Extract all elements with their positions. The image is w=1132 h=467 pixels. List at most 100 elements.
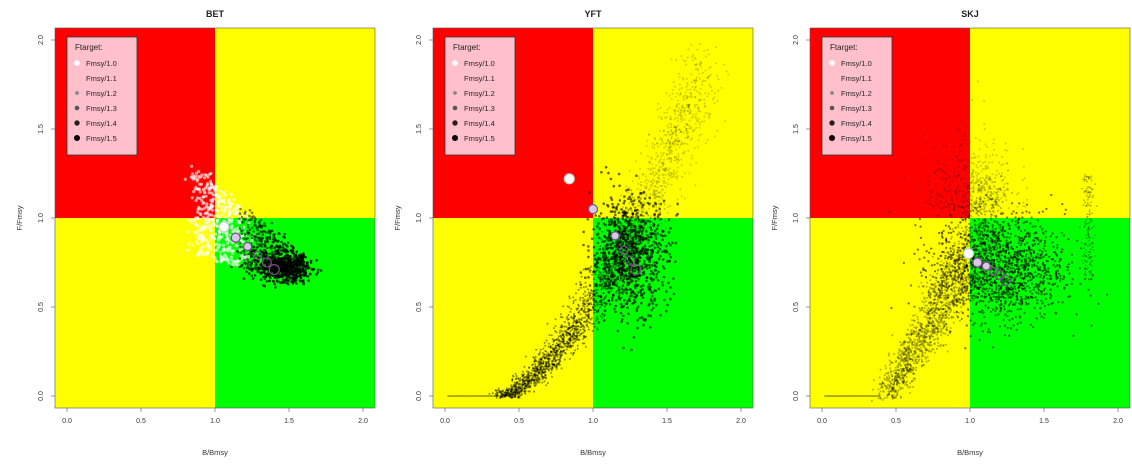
cloud-point — [624, 255, 626, 257]
cloud-point — [298, 254, 301, 257]
y-tick-label: 2.0 — [416, 35, 423, 45]
cloud-point — [686, 104, 688, 106]
cloud-point — [975, 293, 977, 295]
cloud-point — [575, 299, 577, 301]
cloud-point — [636, 327, 639, 330]
cloud-point — [655, 190, 657, 192]
cloud-point — [615, 258, 618, 261]
cloud-point — [577, 348, 579, 350]
cloud-point — [264, 240, 267, 243]
cloud-point-light — [232, 198, 235, 201]
cloud-point — [673, 160, 675, 162]
cloud-point — [664, 192, 666, 194]
cloud-point — [655, 210, 658, 213]
cloud-point — [659, 178, 661, 180]
cloud-point — [635, 174, 638, 177]
cloud-point — [629, 295, 632, 298]
cloud-point — [593, 312, 595, 314]
cloud-point — [600, 238, 602, 240]
cloud-point — [644, 251, 647, 254]
cloud-point — [595, 301, 597, 303]
cloud-point-light — [216, 214, 219, 217]
cloud-point — [280, 249, 283, 252]
cloud-point — [681, 87, 683, 89]
cloud-point — [602, 313, 604, 315]
cloud-point — [540, 349, 542, 351]
cloud-point — [608, 235, 611, 238]
cloud-point — [579, 326, 581, 328]
y-tick-label: 1.5 — [38, 124, 45, 134]
cloud-point — [600, 171, 603, 174]
cloud-point — [560, 351, 562, 353]
cloud-point — [535, 370, 537, 372]
cloud-point — [616, 290, 618, 292]
cloud-point — [292, 277, 295, 280]
cloud-point-light — [234, 244, 237, 247]
cloud-point — [657, 214, 660, 217]
cloud-point — [651, 186, 653, 188]
cloud-point — [695, 78, 697, 80]
cloud-point — [561, 330, 563, 332]
cloud-point — [624, 212, 627, 215]
cloud-point — [631, 242, 634, 245]
cloud-point — [579, 299, 581, 301]
cloud-point — [263, 249, 266, 252]
cloud-point — [588, 329, 590, 331]
cloud-point — [560, 341, 562, 343]
cloud-point — [668, 175, 670, 177]
cloud-point — [604, 263, 607, 266]
cloud-point — [639, 205, 641, 207]
cloud-point — [926, 316, 928, 318]
cloud-point — [640, 197, 642, 199]
cloud-point — [273, 247, 276, 250]
cloud-point — [511, 394, 513, 396]
cloud-point-light — [220, 257, 223, 260]
cloud-point — [649, 236, 652, 239]
cloud-point — [665, 174, 667, 176]
cloud-point — [559, 332, 561, 334]
cloud-point — [533, 379, 535, 381]
cloud-point — [672, 93, 674, 95]
x-tick-label: 0.0 — [440, 418, 450, 425]
cloud-point — [548, 346, 550, 348]
cloud-point — [628, 202, 630, 204]
cloud-point — [976, 197, 978, 199]
cloud-point — [670, 124, 672, 126]
legend-marker — [75, 61, 80, 66]
cloud-point — [569, 297, 571, 299]
cloud-point — [274, 250, 277, 253]
cloud-point — [535, 374, 537, 376]
cloud-point — [641, 316, 644, 319]
cloud-point — [699, 78, 701, 80]
cloud-point — [613, 281, 616, 284]
cloud-point — [555, 325, 557, 327]
cloud-point — [575, 338, 577, 340]
cloud-point — [495, 395, 497, 397]
cloud-point — [682, 97, 684, 99]
cloud-point — [642, 324, 645, 327]
cloud-point — [684, 172, 686, 174]
cloud-point — [663, 152, 665, 154]
cloud-point — [276, 280, 279, 283]
cloud-point — [517, 390, 519, 392]
cloud-point — [595, 293, 597, 295]
cloud-point — [569, 311, 571, 313]
quadrant-yellow-top — [593, 28, 753, 218]
cloud-point — [705, 142, 707, 144]
cloud-point — [629, 271, 632, 274]
cloud-point — [520, 377, 522, 379]
cloud-point — [651, 221, 653, 223]
cloud-point — [645, 230, 648, 233]
cloud-point — [279, 245, 282, 248]
cloud-point — [648, 203, 651, 206]
cloud-point — [642, 173, 644, 175]
cloud-point — [249, 209, 252, 212]
cloud-point — [559, 360, 561, 362]
cloud-point — [614, 274, 616, 276]
cloud-point — [698, 135, 700, 137]
cloud-point — [584, 308, 586, 310]
cloud-point — [654, 193, 656, 195]
cloud-point — [678, 129, 680, 131]
cloud-point — [672, 277, 675, 280]
cloud-point — [594, 273, 596, 275]
